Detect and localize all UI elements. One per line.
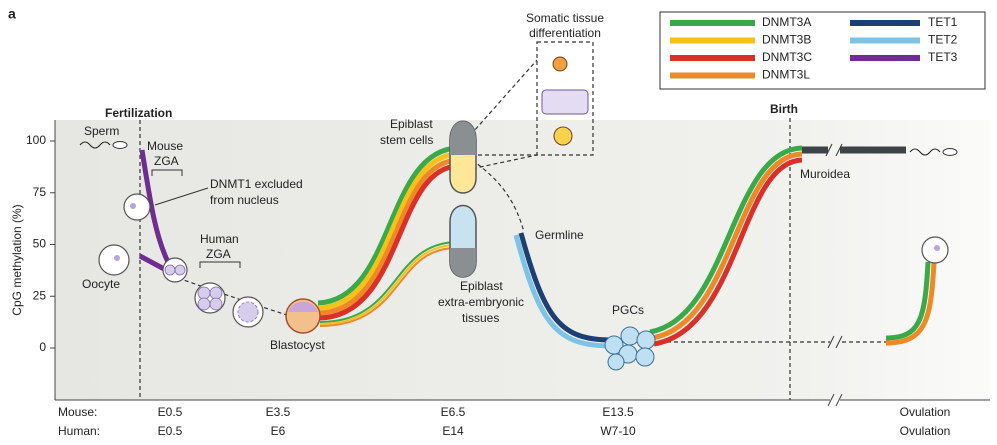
panel-label: a <box>8 6 16 22</box>
annotation: Human <box>200 232 239 246</box>
sperm-icon <box>79 141 111 149</box>
annotation: Mouse <box>147 139 183 153</box>
bracket <box>199 261 241 268</box>
dnmt3a-strand <box>649 145 803 335</box>
annotation: Epiblast <box>460 279 503 293</box>
row-label: Human: <box>58 424 100 438</box>
neuron-icon <box>552 56 568 72</box>
legend-label: TET1 <box>928 15 958 29</box>
stage-label: E6.5 <box>441 405 466 419</box>
differentiation-path <box>465 59 538 171</box>
dnmt3c-strand <box>653 157 803 347</box>
legend-label: DNMT3B <box>762 33 811 47</box>
dnmt3b-thin <box>319 244 456 325</box>
event-label: Birth <box>770 102 798 116</box>
stage-label: Ovulation <box>900 424 951 438</box>
annotation: PGCs <box>612 303 644 317</box>
nucleus <box>130 203 136 209</box>
epiblast-icon <box>450 121 476 155</box>
blastomere <box>197 297 211 311</box>
stage-label: W7-10 <box>600 424 636 438</box>
annotation: differentiation <box>529 26 601 40</box>
embryo-path <box>177 277 291 317</box>
stage-label: E14 <box>442 424 464 438</box>
blastomere <box>209 297 223 311</box>
annotation: Epiblast <box>390 117 433 131</box>
annotation: ZGA <box>154 154 179 168</box>
stage-label: E13.5 <box>602 405 634 419</box>
tet3-strand <box>139 149 171 264</box>
legend-label: DNMT3L <box>762 68 810 82</box>
inner-cell-mass <box>288 301 318 312</box>
zygote-icon <box>123 193 151 221</box>
y-tick-label: 25 <box>33 288 47 302</box>
nucleus <box>114 255 120 261</box>
blastomere <box>174 264 186 276</box>
legend-label: DNMT3C <box>762 50 812 64</box>
legend-label: TET3 <box>928 50 958 64</box>
cell-icon <box>553 126 573 146</box>
sperm-icon <box>112 141 128 149</box>
germline-path <box>471 159 525 233</box>
pgc-cluster <box>604 326 656 371</box>
stage-label: E0.5 <box>158 424 183 438</box>
blastomere <box>164 264 176 276</box>
tet1-strand <box>518 232 613 343</box>
row-label: Mouse: <box>58 405 97 419</box>
dnmt3a-strand <box>317 145 459 306</box>
oocyte-icon <box>98 244 130 276</box>
y-tick-label: 0 <box>39 340 46 354</box>
annotation: Muroidea <box>800 167 850 181</box>
dnmt3a-strand <box>885 261 931 341</box>
sperm-icon <box>909 148 941 156</box>
event-label: Fertilization <box>105 106 172 120</box>
annotation: tissues <box>462 311 499 325</box>
sperm-icon <box>942 148 958 156</box>
y-tick-label: 75 <box>33 185 47 199</box>
somatic-box <box>536 41 594 156</box>
axis-break <box>825 143 843 157</box>
stage-label: E0.5 <box>158 405 183 419</box>
annotation: ZGA <box>206 247 231 261</box>
stage-label: E6 <box>271 424 286 438</box>
annotation: stem cells <box>380 133 433 147</box>
y-tick-label: 100 <box>26 133 46 147</box>
dnmt3c-strand <box>317 163 459 321</box>
morula-cells <box>237 301 259 323</box>
annotation: Blastocyst <box>270 338 325 352</box>
stage-label: Ovulation <box>900 405 951 419</box>
tet3-strand <box>138 253 168 273</box>
annotation: DNMT1 excluded <box>210 177 303 191</box>
bracket <box>151 169 183 176</box>
blastomere <box>197 286 211 300</box>
legend-label: TET2 <box>928 33 958 47</box>
axis-break <box>827 335 843 349</box>
annotation: Sperm <box>84 124 119 138</box>
annotation: Somatic tissue <box>526 11 604 25</box>
dnmt3b-strand <box>317 151 459 311</box>
annotation: from nucleus <box>210 193 279 207</box>
y-tick-label: 50 <box>33 237 47 251</box>
axis-break <box>827 393 843 407</box>
extra-embryonic-icon <box>450 248 476 277</box>
tet2-strand <box>513 234 613 349</box>
y-axis-label: CpG methylation (%) <box>10 204 24 315</box>
annotation: Germline <box>535 228 584 242</box>
dnmt3l-strand <box>885 261 937 346</box>
dnmt3l-thin <box>319 247 456 327</box>
dnmt3a-thin <box>319 241 456 323</box>
annotation: Oocyte <box>82 277 120 291</box>
nucleus <box>934 245 940 251</box>
dnmt3l-strand <box>317 157 459 316</box>
dnmt3l-strand <box>651 151 803 341</box>
epithelium-icon <box>541 89 589 115</box>
pointer <box>154 187 209 206</box>
blastomere <box>209 286 223 300</box>
legend-label: DNMT3A <box>762 15 811 29</box>
annotation: extra-embryonic <box>438 295 524 309</box>
stage-label: E3.5 <box>266 405 291 419</box>
